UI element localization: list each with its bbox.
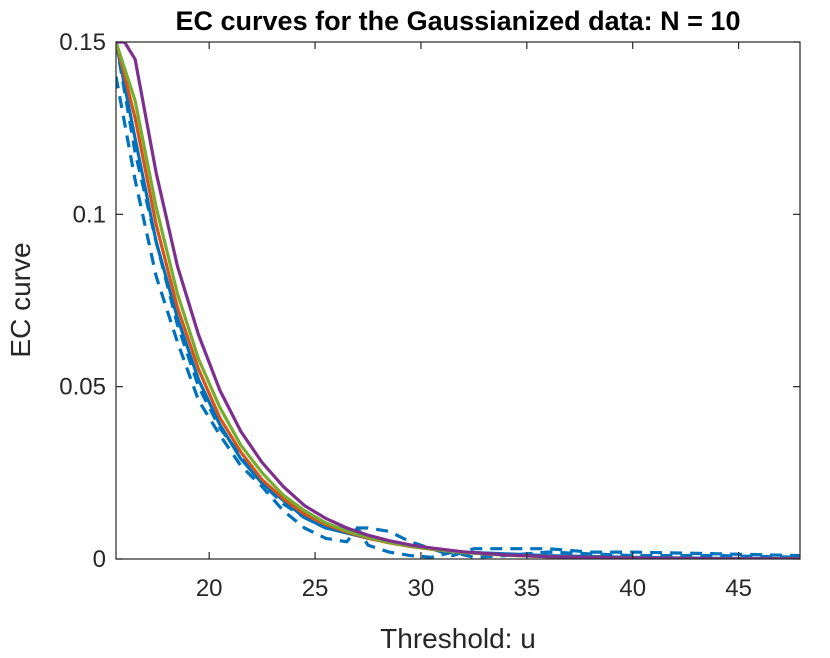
x-axis-label: Threshold: u	[380, 623, 536, 654]
x-tick-label: 25	[302, 575, 329, 602]
series-line-3	[116, 42, 800, 559]
series-line-1	[116, 76, 800, 559]
y-axis-label: EC curve	[5, 242, 36, 357]
y-tick-label: 0.05	[59, 374, 106, 401]
series-line-2	[116, 42, 800, 558]
chart-title: EC curves for the Gaussianized data: N =…	[176, 6, 741, 36]
series-line-4	[116, 42, 800, 559]
tick-layer: 20 25 30 35 40 45 0 0.05 0.1 0.15	[59, 29, 800, 602]
x-tick-label: 40	[619, 575, 646, 602]
x-tick-label: 45	[725, 575, 752, 602]
y-tick-label: 0.15	[59, 29, 106, 56]
y-tick-label: 0.1	[73, 201, 106, 228]
y-tick-label: 0	[93, 546, 106, 573]
x-tick-label: 30	[408, 575, 435, 602]
plot-frame	[115, 41, 801, 560]
x-tick-label: 35	[513, 575, 540, 602]
series-layer	[116, 42, 800, 559]
x-tick-label: 20	[196, 575, 223, 602]
series-line-6	[116, 42, 800, 559]
series-line-5	[116, 42, 800, 559]
